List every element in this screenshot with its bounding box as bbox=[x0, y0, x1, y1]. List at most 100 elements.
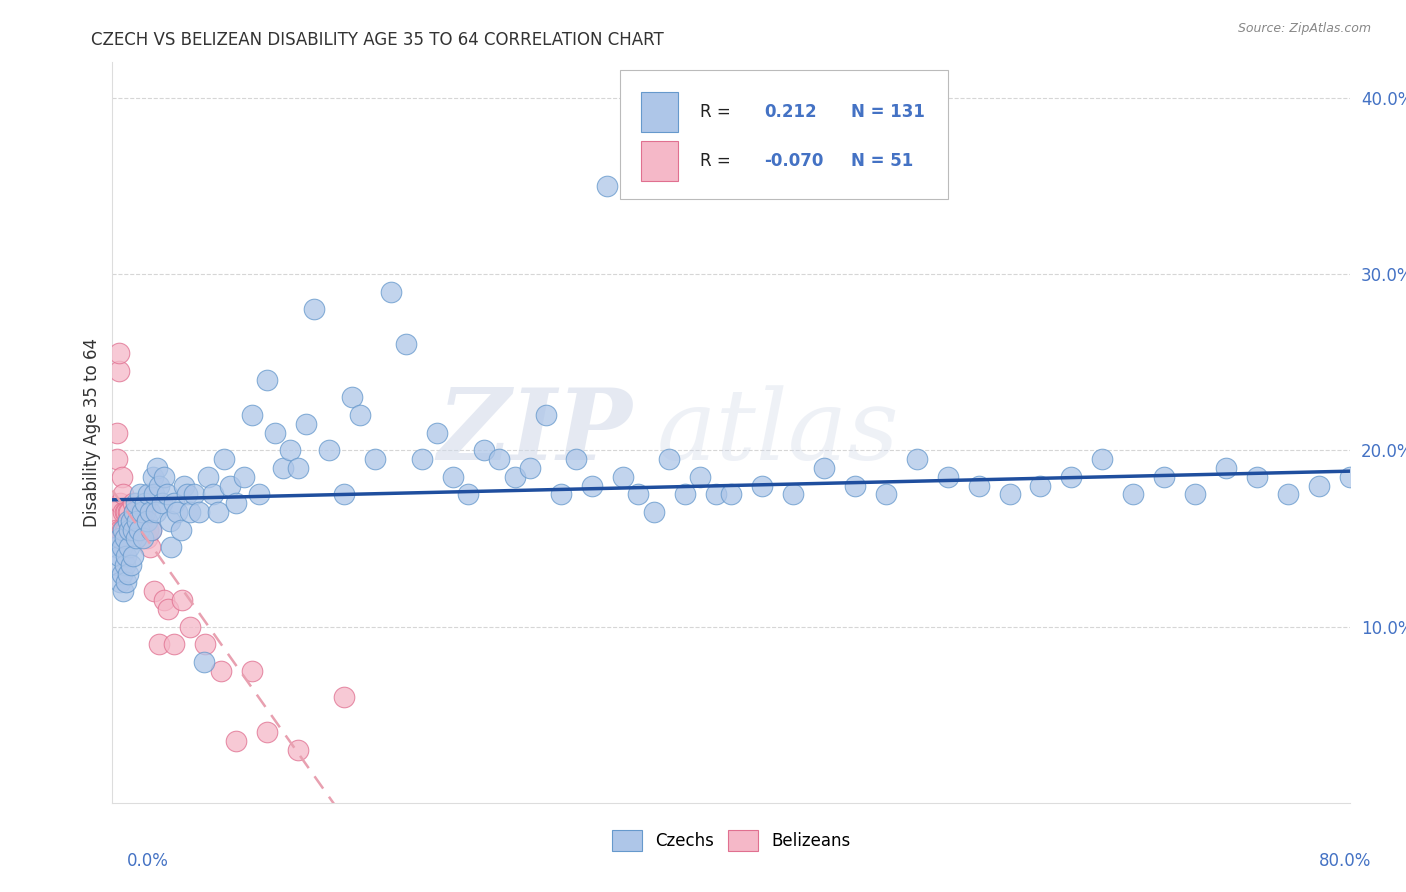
Point bbox=[395, 337, 418, 351]
Point bbox=[1308, 478, 1330, 492]
Point bbox=[534, 408, 557, 422]
Point bbox=[271, 461, 294, 475]
Text: N = 131: N = 131 bbox=[851, 103, 925, 121]
Point bbox=[176, 487, 198, 501]
Point bbox=[128, 523, 150, 537]
FancyBboxPatch shape bbox=[620, 70, 948, 200]
Point bbox=[107, 549, 129, 563]
Point bbox=[179, 619, 201, 633]
Point bbox=[172, 593, 194, 607]
Point bbox=[202, 487, 225, 501]
Point bbox=[135, 514, 157, 528]
Point bbox=[287, 743, 309, 757]
Point bbox=[1060, 469, 1083, 483]
Point bbox=[118, 540, 141, 554]
Point bbox=[104, 540, 127, 554]
Point bbox=[689, 469, 711, 483]
Point bbox=[115, 549, 138, 563]
Point bbox=[115, 575, 138, 590]
Text: 0.0%: 0.0% bbox=[127, 852, 169, 870]
Point bbox=[333, 690, 356, 704]
Point bbox=[225, 496, 247, 510]
Point bbox=[163, 637, 186, 651]
Point bbox=[295, 417, 318, 431]
Point bbox=[194, 637, 217, 651]
Text: CZECH VS BELIZEAN DISABILITY AGE 35 TO 64 CORRELATION CHART: CZECH VS BELIZEAN DISABILITY AGE 35 TO 6… bbox=[91, 31, 664, 49]
Point bbox=[105, 425, 128, 440]
Point bbox=[134, 496, 156, 510]
Point bbox=[349, 408, 371, 422]
Point bbox=[247, 487, 270, 501]
Point bbox=[1277, 487, 1299, 501]
Point bbox=[107, 346, 129, 360]
Text: atlas: atlas bbox=[657, 385, 900, 480]
Point bbox=[105, 558, 128, 572]
Point bbox=[364, 452, 387, 467]
Point bbox=[110, 523, 132, 537]
Point bbox=[264, 425, 287, 440]
Point bbox=[159, 514, 181, 528]
Point bbox=[111, 523, 134, 537]
Point bbox=[302, 302, 325, 317]
Point bbox=[124, 532, 148, 546]
Point bbox=[104, 523, 127, 537]
Point bbox=[115, 505, 138, 519]
Point bbox=[225, 734, 247, 748]
Point bbox=[142, 469, 165, 483]
Point bbox=[658, 452, 681, 467]
Point bbox=[120, 523, 142, 537]
Point bbox=[197, 469, 219, 483]
Point bbox=[127, 514, 149, 528]
Point bbox=[488, 452, 510, 467]
Point bbox=[1215, 461, 1237, 475]
Point bbox=[124, 505, 148, 519]
Point bbox=[905, 452, 928, 467]
Point bbox=[148, 478, 170, 492]
Point bbox=[472, 443, 495, 458]
Point bbox=[138, 540, 160, 554]
Point bbox=[145, 505, 167, 519]
Text: N = 51: N = 51 bbox=[851, 152, 914, 169]
Text: -0.070: -0.070 bbox=[765, 152, 824, 169]
Point bbox=[380, 285, 402, 299]
Text: 80.0%: 80.0% bbox=[1319, 852, 1371, 870]
Point bbox=[112, 523, 135, 537]
Point bbox=[103, 505, 125, 519]
Point bbox=[581, 478, 603, 492]
Point bbox=[704, 487, 727, 501]
Point bbox=[132, 532, 155, 546]
Point bbox=[122, 523, 145, 537]
Point bbox=[131, 505, 153, 519]
Point bbox=[117, 505, 139, 519]
Point bbox=[875, 487, 897, 501]
Point bbox=[120, 558, 142, 572]
Point bbox=[936, 469, 959, 483]
Point bbox=[441, 469, 464, 483]
Point bbox=[782, 487, 804, 501]
Point bbox=[1400, 487, 1406, 501]
Point bbox=[340, 390, 363, 404]
Point bbox=[122, 505, 145, 519]
Point bbox=[160, 540, 183, 554]
Point bbox=[111, 566, 134, 581]
Point bbox=[503, 469, 526, 483]
Point bbox=[110, 496, 132, 510]
Point bbox=[720, 487, 742, 501]
Point bbox=[131, 523, 153, 537]
Point bbox=[173, 478, 195, 492]
Point bbox=[998, 487, 1021, 501]
Point bbox=[155, 487, 177, 501]
Point bbox=[411, 452, 433, 467]
Point bbox=[844, 478, 866, 492]
Point bbox=[112, 505, 135, 519]
Point bbox=[110, 575, 132, 590]
Point bbox=[550, 487, 572, 501]
Point bbox=[219, 478, 242, 492]
Point bbox=[120, 514, 142, 528]
Point bbox=[136, 523, 159, 537]
Point bbox=[118, 523, 141, 537]
Point bbox=[256, 725, 278, 739]
Point bbox=[110, 532, 132, 546]
Point bbox=[166, 505, 188, 519]
Point bbox=[256, 373, 278, 387]
